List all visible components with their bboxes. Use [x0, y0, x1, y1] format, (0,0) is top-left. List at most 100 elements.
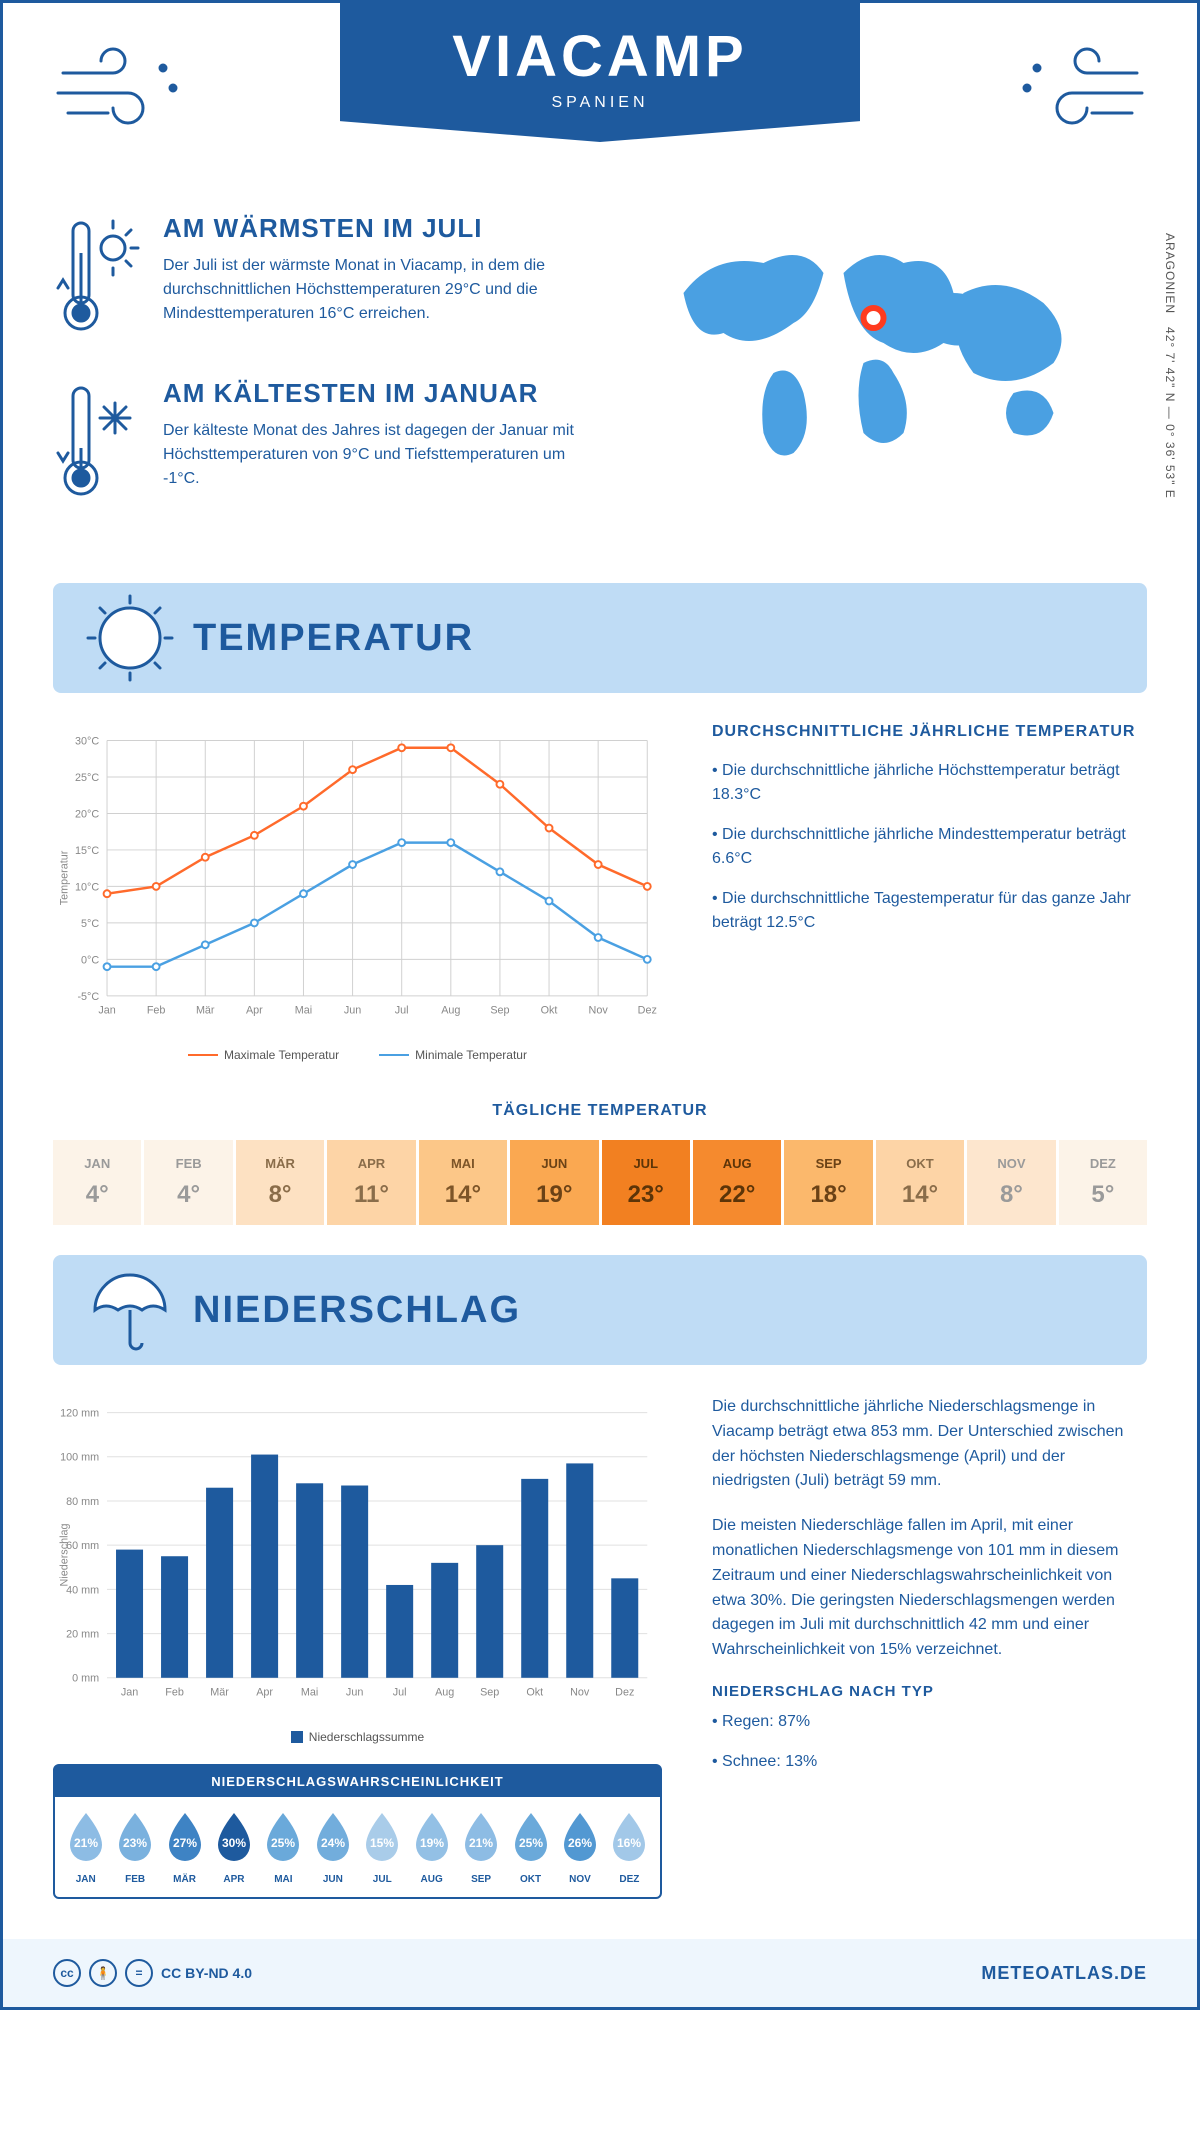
svg-text:120 mm: 120 mm — [60, 1408, 99, 1420]
coldest-block: AM KÄLTESTEN IM JANUAR Der kälteste Mona… — [53, 378, 580, 513]
svg-text:24%: 24% — [321, 1836, 345, 1850]
daily-temp-cell: DEZ5° — [1059, 1140, 1147, 1225]
temp-bullet: • Die durchschnittliche jährliche Höchst… — [712, 759, 1147, 807]
svg-text:20 mm: 20 mm — [66, 1629, 99, 1641]
svg-text:Okt: Okt — [526, 1686, 543, 1698]
svg-text:100 mm: 100 mm — [60, 1452, 99, 1464]
prob-cell: 21%SEP — [456, 1809, 505, 1885]
svg-text:80 mm: 80 mm — [66, 1496, 99, 1508]
daily-temp-cell: AUG22° — [693, 1140, 781, 1225]
svg-text:Mär: Mär — [196, 1005, 215, 1017]
precip-type-bullet: • Regen: 87% — [712, 1710, 1147, 1734]
precip-type-title: NIEDERSCHLAG NACH TYP — [712, 1683, 1147, 1700]
daily-temp-cell: JUN19° — [510, 1140, 598, 1225]
prob-cell: 15%JUL — [358, 1809, 407, 1885]
legend-max: Maximale Temperatur — [188, 1048, 339, 1062]
svg-text:25°C: 25°C — [75, 772, 99, 784]
svg-text:Jan: Jan — [121, 1686, 138, 1698]
precip-text-2: Die meisten Niederschläge fallen im Apri… — [712, 1514, 1147, 1663]
svg-text:30%: 30% — [222, 1836, 246, 1850]
svg-text:15°C: 15°C — [75, 845, 99, 857]
svg-text:Feb: Feb — [165, 1686, 184, 1698]
legend-min: Minimale Temperatur — [379, 1048, 527, 1062]
svg-text:0°C: 0°C — [81, 954, 99, 966]
svg-text:Mär: Mär — [210, 1686, 229, 1698]
svg-text:Apr: Apr — [256, 1686, 273, 1698]
prob-cell: 24%JUN — [308, 1809, 357, 1885]
prob-cell: 21%JAN — [61, 1809, 110, 1885]
svg-text:25%: 25% — [518, 1836, 542, 1850]
prob-cell: 30%APR — [209, 1809, 258, 1885]
wind-icon — [1007, 43, 1147, 138]
svg-text:Jun: Jun — [346, 1686, 363, 1698]
temp-bullet: • Die durchschnittliche Tagestemperatur … — [712, 887, 1147, 935]
svg-text:Feb: Feb — [147, 1005, 166, 1017]
svg-text:15%: 15% — [370, 1836, 394, 1850]
svg-text:Mai: Mai — [301, 1686, 318, 1698]
svg-text:20°C: 20°C — [75, 808, 99, 820]
warmest-title: AM WÄRMSTEN IM JULI — [163, 213, 580, 244]
svg-text:Okt: Okt — [541, 1005, 558, 1017]
svg-text:Aug: Aug — [441, 1005, 460, 1017]
location-country: SPANIEN — [340, 94, 860, 112]
thermometer-snow-icon — [53, 378, 143, 513]
svg-text:23%: 23% — [123, 1836, 147, 1850]
precip-chart: 0 mm 20 mm 40 mm 60 mm 80 mm 100 mm 120 mm Jan F… — [53, 1395, 662, 1744]
nd-icon: = — [125, 1959, 153, 1987]
svg-text:Jun: Jun — [344, 1005, 361, 1017]
svg-text:27%: 27% — [173, 1836, 197, 1850]
daily-temp-cell: JUL23° — [602, 1140, 690, 1225]
cc-icon: cc — [53, 1959, 81, 1987]
svg-text:5°C: 5°C — [81, 918, 99, 930]
coordinates: ARAGONIEN 42° 7' 42" N — 0° 36' 53" E — [1163, 233, 1177, 499]
prob-cell: 25%OKT — [506, 1809, 555, 1885]
svg-text:21%: 21% — [469, 1836, 493, 1850]
svg-text:Temperatur: Temperatur — [59, 850, 71, 905]
svg-text:Jul: Jul — [393, 1686, 407, 1698]
daily-temp-cell: APR11° — [327, 1140, 415, 1225]
location-title: VIACAMP — [340, 23, 860, 90]
prob-cell: 23%FEB — [110, 1809, 159, 1885]
svg-text:0 mm: 0 mm — [72, 1673, 99, 1685]
svg-text:16%: 16% — [617, 1836, 641, 1850]
umbrella-icon — [83, 1263, 178, 1363]
thermometer-sun-icon — [53, 213, 143, 348]
svg-text:Mai: Mai — [295, 1005, 312, 1017]
daily-temp-cell: FEB4° — [144, 1140, 232, 1225]
svg-text:40 mm: 40 mm — [66, 1584, 99, 1596]
temperature-title: TEMPERATUR — [193, 617, 474, 660]
svg-text:25%: 25% — [271, 1836, 295, 1850]
prob-cell: 26%NOV — [555, 1809, 604, 1885]
precip-title: NIEDERSCHLAG — [193, 1289, 521, 1332]
precip-section-header: NIEDERSCHLAG — [53, 1255, 1147, 1365]
prob-cell: 27%MÄR — [160, 1809, 209, 1885]
prob-cell: 16%DEZ — [605, 1809, 654, 1885]
precip-text-1: Die durchschnittliche jährliche Niedersc… — [712, 1395, 1147, 1494]
svg-text:Sep: Sep — [480, 1686, 499, 1698]
prob-cell: 19%AUG — [407, 1809, 456, 1885]
coldest-title: AM KÄLTESTEN IM JANUAR — [163, 378, 580, 409]
page-footer: cc 🧍 = CC BY-ND 4.0 METEOATLAS.DE — [3, 1939, 1197, 2007]
by-icon: 🧍 — [89, 1959, 117, 1987]
site-name: METEOATLAS.DE — [981, 1963, 1147, 1984]
svg-text:Dez: Dez — [615, 1686, 634, 1698]
world-map — [620, 213, 1147, 493]
daily-temp-cell: JAN4° — [53, 1140, 141, 1225]
daily-temp-cell: NOV8° — [967, 1140, 1055, 1225]
temp-side-title: DURCHSCHNITTLICHE JÄHRLICHE TEMPERATUR — [712, 723, 1147, 741]
daily-temp-cell: MÄR8° — [236, 1140, 324, 1225]
svg-text:Jan: Jan — [98, 1005, 115, 1017]
svg-text:Jul: Jul — [395, 1005, 409, 1017]
svg-text:Nov: Nov — [570, 1686, 590, 1698]
page-header: VIACAMP SPANIEN — [3, 3, 1197, 193]
temp-bullet: • Die durchschnittliche jährliche Mindes… — [712, 823, 1147, 871]
daily-temp-title: TÄGLICHE TEMPERATUR — [53, 1102, 1147, 1120]
daily-temp-cell: OKT14° — [876, 1140, 964, 1225]
svg-text:Dez: Dez — [638, 1005, 657, 1017]
svg-text:60 mm: 60 mm — [66, 1540, 99, 1552]
svg-text:26%: 26% — [568, 1836, 592, 1850]
svg-text:Aug: Aug — [435, 1686, 454, 1698]
svg-text:10°C: 10°C — [75, 881, 99, 893]
warmest-block: AM WÄRMSTEN IM JULI Der Juli ist der wär… — [53, 213, 580, 348]
svg-text:Niederschlag: Niederschlag — [59, 1523, 71, 1586]
